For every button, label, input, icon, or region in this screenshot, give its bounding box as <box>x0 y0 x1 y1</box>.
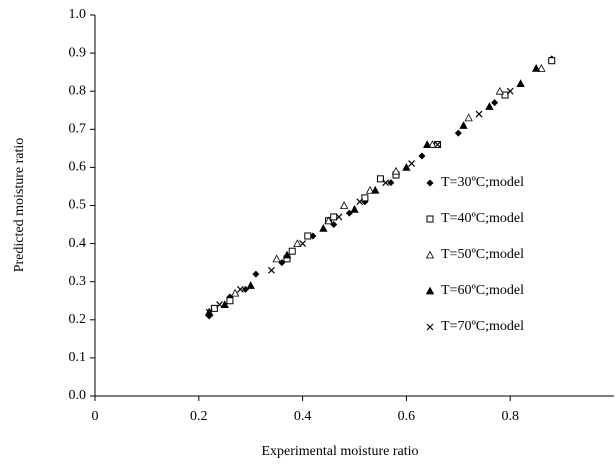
x-tick-label: 0.6 <box>398 409 416 424</box>
marker-square <box>548 57 556 65</box>
marker-x <box>335 213 343 221</box>
marker-triangle <box>425 286 435 295</box>
marker-triangle <box>246 281 255 289</box>
marker-x <box>382 179 390 187</box>
marker-square <box>304 232 312 240</box>
marker-triangle <box>402 163 411 171</box>
marker-triangle <box>371 185 380 194</box>
marker-diamond <box>454 129 462 137</box>
legend-label: T=60ºC;model <box>441 283 524 298</box>
y-tick-label: 0.9 <box>69 45 87 60</box>
marker-x <box>408 160 416 168</box>
marker-triangle <box>425 250 435 259</box>
marker-diamond <box>426 179 434 187</box>
marker-square <box>226 297 234 305</box>
marker-triangle <box>495 86 504 95</box>
marker-triangle <box>220 300 229 308</box>
y-tick-label: 0.1 <box>69 350 87 365</box>
marker-triangle <box>339 201 349 209</box>
y-axis-title: Predicted moisture ratio <box>12 138 27 273</box>
marker-x <box>434 141 441 148</box>
marker-x <box>216 301 223 308</box>
marker-triangle <box>230 288 240 297</box>
x-tick-label: 0.4 <box>294 409 312 424</box>
marker-triangle <box>428 140 437 148</box>
marker-x <box>475 110 483 118</box>
marker-triangle <box>422 140 432 148</box>
legend-label: T=30ºC;model <box>441 175 524 190</box>
marker-x <box>356 198 364 206</box>
x-tick-label: 0.8 <box>501 409 519 424</box>
legend-label: T=50ºC;model <box>441 247 524 262</box>
marker-square <box>210 304 218 312</box>
marker-diamond <box>491 99 499 107</box>
marker-x <box>299 240 307 248</box>
marker-diamond <box>418 152 426 160</box>
marker-triangle <box>272 254 281 263</box>
marker-square <box>361 194 369 202</box>
y-tick-label: 1.0 <box>69 7 87 22</box>
x-tick-label: 0 <box>92 409 99 424</box>
y-tick-label: 0.8 <box>69 83 87 98</box>
marker-square <box>376 175 384 183</box>
marker-diamond <box>252 270 260 278</box>
y-tick-label: 0.7 <box>69 122 87 137</box>
legend-label: T=40ºC;model <box>441 211 524 226</box>
marker-triangle <box>459 121 468 129</box>
marker-triangle <box>324 216 333 225</box>
marker-x <box>268 266 275 274</box>
marker-triangle <box>531 63 541 72</box>
x-axis-title: Experimental moisture ratio <box>261 444 418 459</box>
marker-triangle <box>485 102 494 110</box>
y-tick-label: 0.4 <box>69 236 87 251</box>
marker-triangle <box>293 239 302 248</box>
marker-square <box>288 247 296 255</box>
marker-x <box>506 87 514 95</box>
marker-triangle <box>391 166 401 175</box>
marker-x <box>205 308 213 316</box>
y-tick-label: 0.0 <box>69 388 87 403</box>
marker-square <box>426 215 434 223</box>
marker-triangle <box>464 113 473 122</box>
marker-triangle <box>537 63 546 72</box>
y-tick-label: 0.6 <box>69 160 87 175</box>
marker-triangle <box>350 204 359 213</box>
marker-x <box>426 323 434 331</box>
marker-triangle <box>516 79 525 87</box>
marker-triangle <box>365 185 375 194</box>
marker-square <box>330 213 338 221</box>
marker-x <box>236 285 244 293</box>
x-tick-label: 0.2 <box>190 409 208 424</box>
legend-label: T=70ºC;model <box>441 319 524 334</box>
y-tick-label: 0.3 <box>69 274 87 289</box>
y-tick-label: 0.2 <box>69 312 87 327</box>
marker-diamond <box>387 179 395 187</box>
marker-triangle <box>282 250 292 259</box>
marker-square <box>501 91 509 99</box>
y-tick-label: 0.5 <box>69 198 87 213</box>
marker-triangle <box>319 224 328 232</box>
